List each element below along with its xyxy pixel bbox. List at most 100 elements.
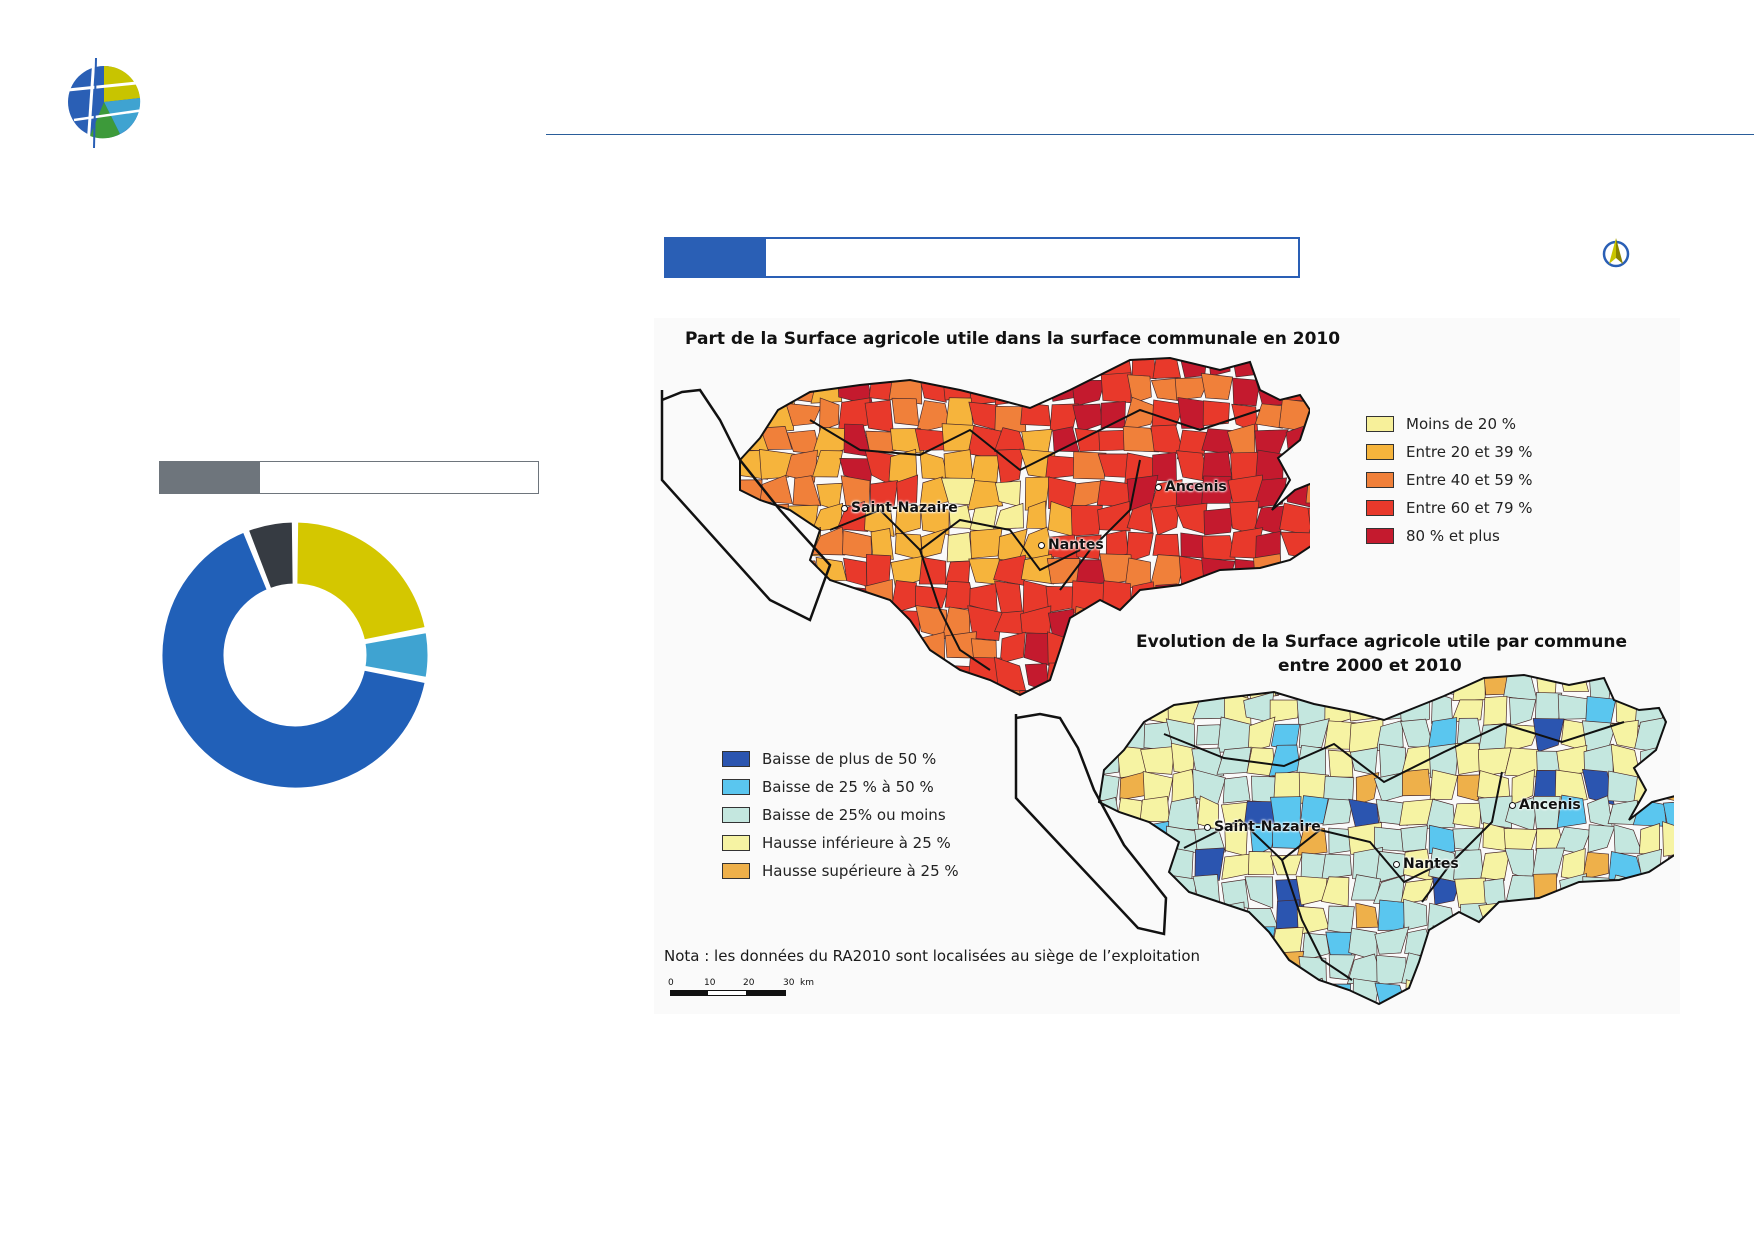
commune-cell <box>1253 553 1283 588</box>
map1-legend-item: Entre 20 et 39 % <box>1366 438 1533 466</box>
commune-cell <box>869 480 899 508</box>
commune-cell <box>1637 1003 1668 1004</box>
commune-cell <box>662 503 688 536</box>
map1-city-nantes-label: Nantes <box>1048 537 1104 553</box>
commune-cell <box>1307 373 1310 405</box>
commune-cell <box>1582 924 1613 962</box>
legend-label: Baisse de 25% ou moins <box>762 806 946 824</box>
commune-cell <box>758 448 796 480</box>
commune-cell <box>1068 821 1097 854</box>
map1-legend-item: 80 % et plus <box>1366 522 1533 550</box>
map1-city-ancenis: Ancenis <box>1155 479 1227 495</box>
commune-cell <box>1326 1010 1353 1020</box>
legend-label: Entre 20 et 39 % <box>1406 443 1533 461</box>
commune-cell <box>1171 768 1198 804</box>
commune-cell <box>767 636 794 666</box>
commune-cell <box>1280 377 1309 402</box>
commune-cell <box>707 457 739 481</box>
scale-tick-label: 30 <box>783 978 795 988</box>
commune-cell <box>1637 900 1670 931</box>
commune-cell <box>660 580 687 612</box>
commune-cell <box>660 632 686 664</box>
nota-text: Nota : les données du RA2010 sont locali… <box>664 947 1201 965</box>
commune-cell <box>1558 675 1590 692</box>
commune-cell <box>1099 980 1117 1004</box>
map2-city-ancenis-label: Ancenis <box>1519 797 1581 813</box>
commune-cell <box>1139 795 1170 823</box>
commune-cell <box>1036 670 1070 698</box>
commune-cell <box>889 632 925 668</box>
commune-cell <box>969 527 1003 559</box>
commune-cell <box>1480 926 1512 960</box>
commune-cell <box>1530 924 1562 962</box>
commune-cell <box>1305 452 1310 482</box>
legend-swatch <box>722 779 750 795</box>
commune-cell <box>1014 670 1044 700</box>
commune-cell <box>1152 606 1179 636</box>
map2-legend-item: Hausse supérieure à 25 % <box>722 857 959 885</box>
commune-cell <box>1126 502 1154 534</box>
commune-cell <box>1639 955 1668 984</box>
map2-area <box>1014 670 1674 1020</box>
commune-cell <box>1279 454 1310 480</box>
commune-cell <box>891 358 923 381</box>
commune-cell <box>740 606 742 636</box>
commune-cell <box>761 371 796 406</box>
commune-cell <box>660 664 685 690</box>
commune-cell <box>815 556 848 582</box>
commune-cell <box>1452 952 1484 982</box>
commune-cell <box>1139 675 1172 699</box>
commune-cell <box>1403 898 1428 931</box>
commune-cell <box>1200 372 1234 400</box>
commune-cell <box>1429 769 1459 800</box>
commune-cell <box>1260 586 1289 614</box>
scale-tick-label: 10 <box>704 978 716 988</box>
commune-cell <box>812 450 844 478</box>
commune-cell <box>1321 853 1353 880</box>
commune-cell <box>1532 983 1563 1004</box>
commune-cell <box>1202 581 1234 615</box>
commune-cell <box>1099 846 1119 881</box>
commune-cell <box>1375 799 1408 826</box>
commune-cell <box>812 633 847 666</box>
commune-cell <box>812 661 846 690</box>
commune-cell <box>1400 1002 1436 1004</box>
commune-cell <box>837 585 869 614</box>
commune-cell <box>914 661 950 688</box>
commune-cell <box>1199 977 1227 1004</box>
commune-cell <box>1062 670 1088 696</box>
donut-chart <box>159 519 431 791</box>
commune-cell <box>1327 905 1355 935</box>
commune-cell <box>686 661 717 689</box>
commune-cell <box>1174 377 1211 401</box>
commune-cell <box>1051 358 1081 379</box>
commune-cell <box>1047 631 1079 665</box>
legend-label: Hausse supérieure à 25 % <box>762 862 959 880</box>
commune-cell <box>1017 903 1044 931</box>
commune-cell <box>1425 798 1456 829</box>
commune-cell <box>967 684 999 695</box>
map1-legend-item: Entre 40 et 59 % <box>1366 466 1533 494</box>
commune-cell <box>1170 898 1198 935</box>
map1-legend: Moins de 20 % Entre 20 et 39 % Entre 40 … <box>1366 410 1533 550</box>
commune-cell <box>1099 691 1121 721</box>
commune-cell <box>1195 675 1223 701</box>
commune-cell <box>1244 876 1274 909</box>
map2-city-saint-nazaire-label: Saint-Nazaire <box>1214 819 1321 835</box>
commune-cell <box>1664 743 1674 773</box>
legend-label: Baisse de plus de 50 % <box>762 750 937 768</box>
commune-cell <box>1478 902 1505 930</box>
commune-cell <box>1321 675 1356 694</box>
commune-cell <box>1450 699 1484 723</box>
commune-cell <box>1101 636 1132 666</box>
commune-cell <box>1195 927 1224 957</box>
legend-swatch <box>722 751 750 767</box>
commune-cell <box>1608 955 1643 988</box>
commune-cell <box>1615 899 1643 933</box>
commune-cell <box>789 690 820 695</box>
commune-cell <box>785 449 818 483</box>
commune-cell <box>840 606 870 641</box>
commune-cell <box>970 455 1000 485</box>
commune-cell <box>864 658 897 693</box>
commune-cell <box>660 427 690 456</box>
